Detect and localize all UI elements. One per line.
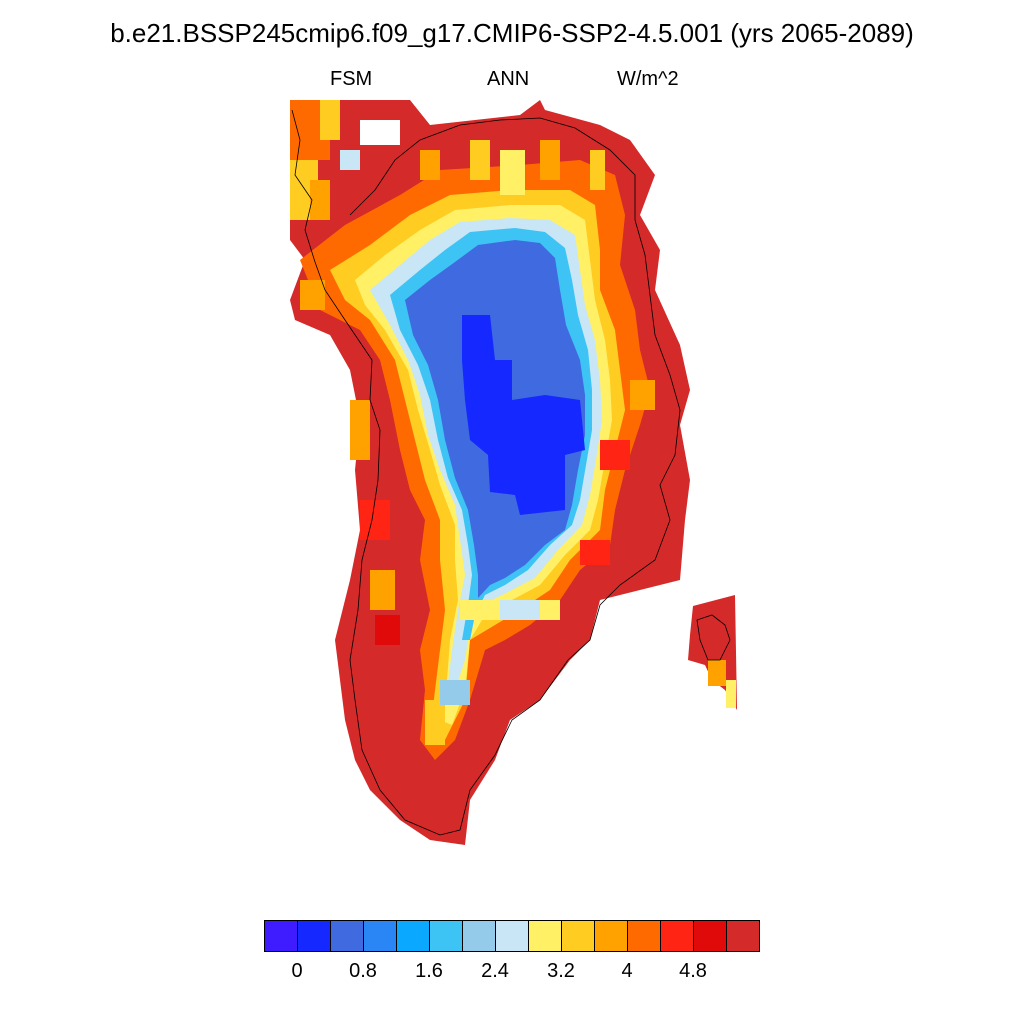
colorbar-tick-label: 0 xyxy=(291,960,303,982)
colorbar-box xyxy=(727,921,759,951)
colorbar-box xyxy=(298,921,331,951)
colorbar-tick-label: 4 xyxy=(621,960,633,982)
colorbar-box xyxy=(694,921,727,951)
band-deep-blue xyxy=(462,315,585,515)
colorbar-box xyxy=(430,921,463,951)
colorbar-box xyxy=(463,921,496,951)
units-label: W/m^2 xyxy=(617,68,679,90)
colorbar-box xyxy=(397,921,430,951)
east-island-edge xyxy=(726,680,736,708)
colorbar-box xyxy=(364,921,397,951)
colorbar-box xyxy=(331,921,364,951)
variable-label: FSM xyxy=(330,68,373,90)
east-island-yellow xyxy=(708,660,726,686)
colorbar-box xyxy=(562,921,595,951)
season-label: ANN xyxy=(487,68,530,90)
colorbar-tick-label: 2.4 xyxy=(481,960,509,982)
colorbar-box xyxy=(496,921,529,951)
colorbar-box xyxy=(661,921,694,951)
colorbar-tick-label: 0.8 xyxy=(349,960,377,982)
colorbar-tick-label: 3.2 xyxy=(547,960,575,982)
colorbar-box xyxy=(595,921,628,951)
colorbar-box xyxy=(628,921,661,951)
colorbar-box xyxy=(529,921,562,951)
colorbar-tick-label: 4.8 xyxy=(679,960,707,982)
colorbar-box xyxy=(265,921,298,951)
colorbar xyxy=(264,920,760,952)
north-strips xyxy=(290,100,655,745)
coastline xyxy=(291,109,681,836)
east-island-coastline xyxy=(696,614,731,661)
chart-title: b.e21.BSSP245cmip6.f09_g17.CMIP6-SSP2-4.… xyxy=(110,18,914,48)
colorbar-tick-label: 1.6 xyxy=(415,960,443,982)
